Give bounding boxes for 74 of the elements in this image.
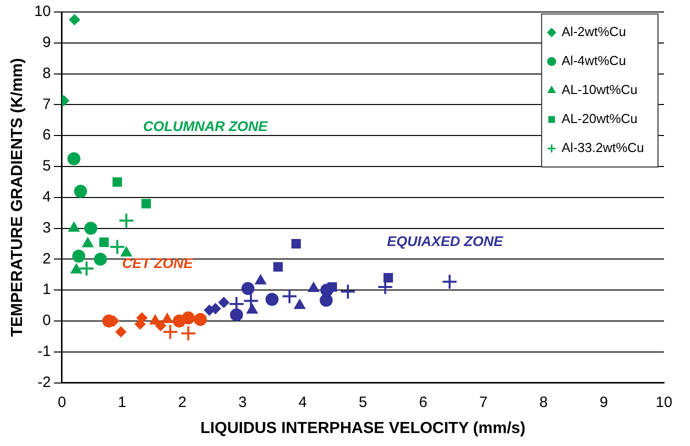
point — [109, 238, 126, 255]
point — [74, 184, 88, 198]
annotation: COLUMNAR ZONE — [143, 118, 268, 134]
annotation: EQUIAXED ZONE — [387, 232, 504, 249]
legend-label: Al-4wt%Cu — [562, 53, 626, 68]
point — [320, 284, 334, 297]
y-axis-title: TEMPERATURE GRADIENTS (K/mm) — [9, 58, 26, 337]
y-tick-label: 0 — [42, 312, 51, 330]
point — [340, 284, 356, 300]
legend-label: AL-20wt%Cu — [562, 111, 638, 126]
point — [180, 325, 196, 342]
legend-label: Al-2wt%Cu — [562, 24, 626, 40]
legend-label: AL-10wt%Cu — [562, 82, 638, 98]
x-tick-label: 8 — [539, 394, 548, 411]
x-tick-label: 10 — [656, 394, 672, 411]
point — [70, 264, 82, 274]
point — [155, 320, 166, 332]
point — [112, 177, 122, 187]
point — [115, 326, 126, 338]
y-tick-label: -2 — [38, 374, 51, 391]
y-tick-label: 2 — [42, 250, 51, 268]
point — [291, 239, 301, 248]
point — [230, 308, 243, 322]
point — [266, 292, 279, 306]
point — [150, 314, 161, 324]
point — [94, 252, 107, 266]
x-tick-label: 6 — [418, 394, 428, 411]
point — [246, 304, 258, 314]
y-tick-label: 3 — [42, 219, 51, 236]
point — [118, 212, 134, 229]
point — [120, 246, 132, 257]
point — [241, 282, 254, 296]
point — [294, 299, 306, 310]
annotation: CET ZONE — [122, 255, 194, 272]
point — [254, 274, 266, 284]
x-tick-label: 5 — [358, 394, 368, 411]
y-tick-label: 4 — [42, 188, 51, 206]
point — [308, 282, 320, 292]
point — [82, 237, 94, 248]
point — [162, 324, 178, 340]
x-tick-label: 1 — [118, 394, 126, 411]
point — [273, 262, 283, 272]
point — [99, 237, 109, 247]
point — [172, 314, 186, 328]
y-tick-label: -1 — [38, 343, 51, 360]
point — [194, 312, 207, 326]
x-tick-label: 4 — [298, 394, 307, 411]
point — [78, 260, 95, 276]
point — [442, 274, 458, 290]
y-tick-label: 10 — [34, 3, 51, 20]
point — [162, 312, 173, 323]
legend-label: Al-33.2wt%Cu — [562, 140, 644, 156]
point — [68, 222, 80, 232]
point — [281, 288, 298, 304]
point — [136, 312, 148, 324]
point — [67, 152, 80, 166]
x-tick-label: 2 — [178, 394, 186, 411]
point — [383, 273, 393, 282]
point — [218, 296, 230, 308]
x-tick-label: 9 — [600, 394, 608, 411]
point — [72, 250, 86, 263]
y-tick-label: 1 — [42, 281, 51, 298]
y-tick-label: 9 — [42, 34, 51, 52]
point — [84, 222, 98, 235]
x-axis-title: LIQUIDUS INTERPHASE VELOCITY (mm/s) — [200, 420, 526, 437]
x-tick-label: 3 — [238, 394, 247, 411]
point — [242, 292, 259, 309]
point — [141, 198, 151, 208]
x-tick-label: 7 — [479, 394, 488, 411]
y-tick-label: 5 — [42, 158, 51, 175]
y-tick-label: 7 — [42, 96, 51, 113]
y-tick-label: 6 — [42, 126, 51, 144]
y-tick-label: 8 — [42, 64, 51, 82]
x-tick-label: 0 — [58, 394, 66, 411]
